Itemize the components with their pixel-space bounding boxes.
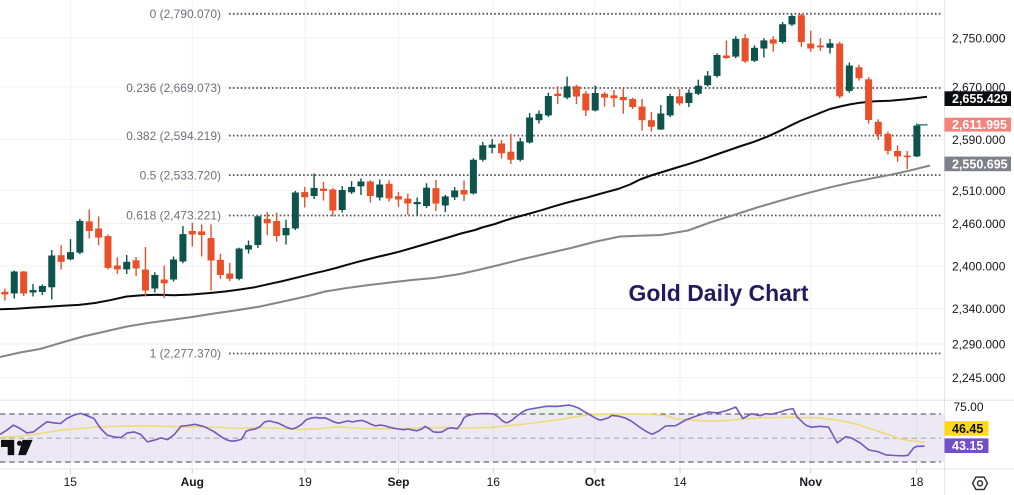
svg-text:Nov: Nov: [799, 475, 822, 489]
svg-text:2,290.000: 2,290.000: [952, 337, 1006, 351]
svg-text:14: 14: [673, 475, 687, 489]
svg-text:2,460.000: 2,460.000: [952, 217, 1006, 231]
svg-text:2,670.000: 2,670.000: [952, 80, 1006, 94]
svg-text:0.236 (2,669.073): 0.236 (2,669.073): [126, 81, 221, 95]
svg-text:0.382 (2,594.219): 0.382 (2,594.219): [126, 129, 221, 143]
svg-text:18: 18: [910, 475, 924, 489]
svg-text:2,400.000: 2,400.000: [952, 259, 1006, 273]
svg-text:46.45: 46.45: [952, 422, 983, 436]
svg-text:15: 15: [64, 475, 78, 489]
svg-text:2,340.000: 2,340.000: [952, 302, 1006, 316]
svg-text:19: 19: [298, 475, 312, 489]
svg-text:2,611.995: 2,611.995: [952, 118, 1007, 132]
svg-text:2,550.695: 2,550.695: [952, 157, 1008, 171]
svg-text:2,750.000: 2,750.000: [952, 31, 1006, 45]
svg-text:Gold Daily Chart: Gold Daily Chart: [629, 280, 809, 306]
svg-text:Aug: Aug: [181, 475, 204, 489]
svg-text:1 (2,277.370): 1 (2,277.370): [150, 347, 221, 361]
svg-text:2,655.429: 2,655.429: [952, 92, 1008, 106]
svg-text:16: 16: [487, 475, 501, 489]
svg-text:0.5 (2,533.720): 0.5 (2,533.720): [140, 168, 221, 182]
svg-text:0.618 (2,473.221): 0.618 (2,473.221): [126, 209, 221, 223]
svg-text:2,590.000: 2,590.000: [952, 133, 1006, 147]
svg-text:43.15: 43.15: [952, 439, 983, 453]
svg-text:0 (2,790.070): 0 (2,790.070): [150, 7, 221, 21]
svg-text:2,245.000: 2,245.000: [952, 371, 1006, 385]
svg-text:Oct: Oct: [585, 475, 605, 489]
svg-text:75.00: 75.00: [954, 400, 984, 414]
svg-text:2,510.000: 2,510.000: [952, 184, 1006, 198]
svg-text:Sep: Sep: [387, 475, 409, 489]
